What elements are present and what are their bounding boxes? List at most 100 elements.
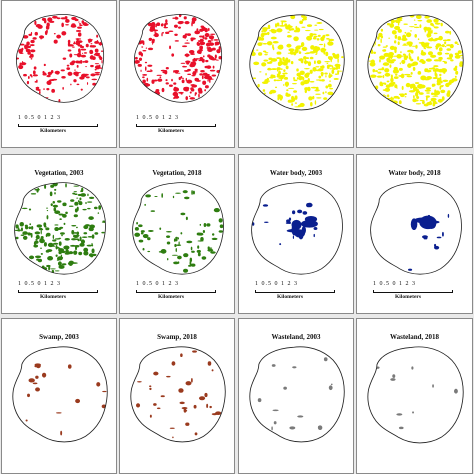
- landcover-patch: [207, 361, 212, 366]
- landcover-patch: [296, 68, 299, 72]
- landcover-patch: [331, 69, 335, 74]
- landcover-patch: [402, 34, 407, 39]
- landcover-patch: [43, 242, 47, 247]
- landcover-patch: [46, 249, 53, 252]
- landcover-patch: [153, 371, 159, 376]
- landcover-patch: [386, 23, 391, 26]
- landcover-patch: [279, 96, 283, 101]
- landcover-patch: [414, 217, 429, 224]
- landcover-patch: [28, 255, 35, 260]
- landcover-patch: [456, 43, 460, 45]
- landcover-patch: [171, 78, 173, 82]
- landcover-patch: [308, 96, 313, 101]
- landcover-patch: [380, 38, 382, 44]
- landcover-patch: [92, 82, 97, 86]
- landcover-patch: [423, 103, 429, 107]
- landcover-patch: [397, 19, 403, 22]
- landcover-patch: [398, 100, 402, 105]
- landcover-patch: [312, 33, 317, 36]
- landcover-patch: [388, 37, 391, 39]
- landcover-patch: [259, 71, 262, 73]
- landcover-patch: [257, 52, 263, 56]
- landcover-patch: [165, 19, 168, 24]
- landcover-patch: [82, 208, 87, 211]
- landcover-patch: [320, 71, 324, 77]
- landcover-patch: [94, 48, 99, 53]
- landcover-patch: [61, 22, 64, 28]
- landcover-patch: [204, 392, 208, 398]
- landcover-patch: [142, 76, 145, 79]
- landcover-patch: [272, 409, 279, 412]
- landcover-patch: [59, 226, 64, 229]
- landcover-patch: [293, 76, 295, 81]
- landcover-patch: [62, 86, 64, 90]
- landcover-patch: [35, 255, 42, 259]
- landcover-patch: [446, 48, 452, 51]
- scale-tick-labels: 1 0.5 0 1 2 3: [136, 115, 179, 121]
- landcover-patch: [52, 15, 58, 19]
- landcover-patches: [16, 15, 104, 103]
- landcover-patch: [316, 22, 323, 24]
- landcover-patch: [441, 85, 444, 87]
- landcover-patch: [51, 245, 56, 247]
- landcover-patch: [184, 409, 188, 412]
- landcover-patch: [290, 28, 295, 31]
- landcover-patch: [80, 48, 87, 51]
- landcover-patch: [46, 87, 50, 91]
- landcover-patch: [94, 40, 100, 44]
- landcover-patch: [61, 263, 67, 266]
- landcover-patch: [280, 68, 283, 70]
- landcover-patch: [187, 73, 192, 76]
- landcover-patch: [189, 91, 192, 94]
- landcover-patch: [330, 57, 332, 63]
- landcover-patch: [299, 20, 304, 25]
- landcover-patch: [329, 72, 331, 76]
- landcover-patch: [183, 70, 190, 72]
- landcover-patch: [386, 57, 391, 63]
- landcover-patch: [33, 241, 37, 246]
- landcover-patch: [171, 361, 176, 366]
- landcover-patch: [47, 17, 53, 22]
- landcover-patch: [314, 89, 320, 92]
- landcover-patch: [420, 78, 426, 80]
- landcover-patch: [160, 249, 167, 254]
- landcover-patch: [293, 79, 298, 82]
- landcover-patch: [326, 37, 330, 40]
- landcover-patch: [382, 46, 387, 48]
- landcover-patch: [79, 236, 82, 241]
- landcover-patch: [328, 39, 331, 42]
- landcover-patch: [180, 93, 183, 95]
- landcover-patch: [202, 35, 205, 39]
- landcover-patch: [283, 84, 285, 86]
- landcover-patch: [445, 82, 450, 88]
- landcover-patch: [56, 259, 60, 261]
- landcover-patch: [49, 79, 55, 82]
- landcover-patch: [196, 28, 199, 31]
- landcover-patch: [85, 66, 87, 68]
- landcover-patches: [136, 350, 222, 439]
- landcover-patch: [178, 26, 181, 29]
- landcover-patch: [207, 54, 211, 58]
- landcover-patch: [40, 229, 42, 235]
- landcover-patch: [52, 200, 56, 204]
- landcover-patch: [405, 32, 412, 38]
- landcover-patch: [332, 67, 336, 71]
- landcover-patch: [304, 29, 311, 32]
- landcover-patch: [262, 204, 269, 207]
- landcover-patch: [206, 403, 209, 408]
- landcover-patch: [439, 73, 442, 77]
- landcover-patch: [264, 221, 269, 224]
- landcover-patch: [30, 58, 33, 60]
- landcover-patch: [329, 87, 334, 90]
- landcover-patch: [201, 58, 205, 63]
- landcover-patch: [379, 55, 386, 60]
- landcover-patch: [256, 49, 259, 51]
- landcover-patch: [209, 405, 212, 409]
- landcover-patch: [449, 43, 454, 49]
- landcover-patch: [27, 393, 31, 398]
- landcover-patch: [31, 75, 33, 78]
- landcover-patch: [314, 29, 319, 31]
- landcover-patch: [312, 66, 317, 72]
- landcover-patch: [76, 83, 80, 86]
- landcover-patch: [47, 71, 53, 76]
